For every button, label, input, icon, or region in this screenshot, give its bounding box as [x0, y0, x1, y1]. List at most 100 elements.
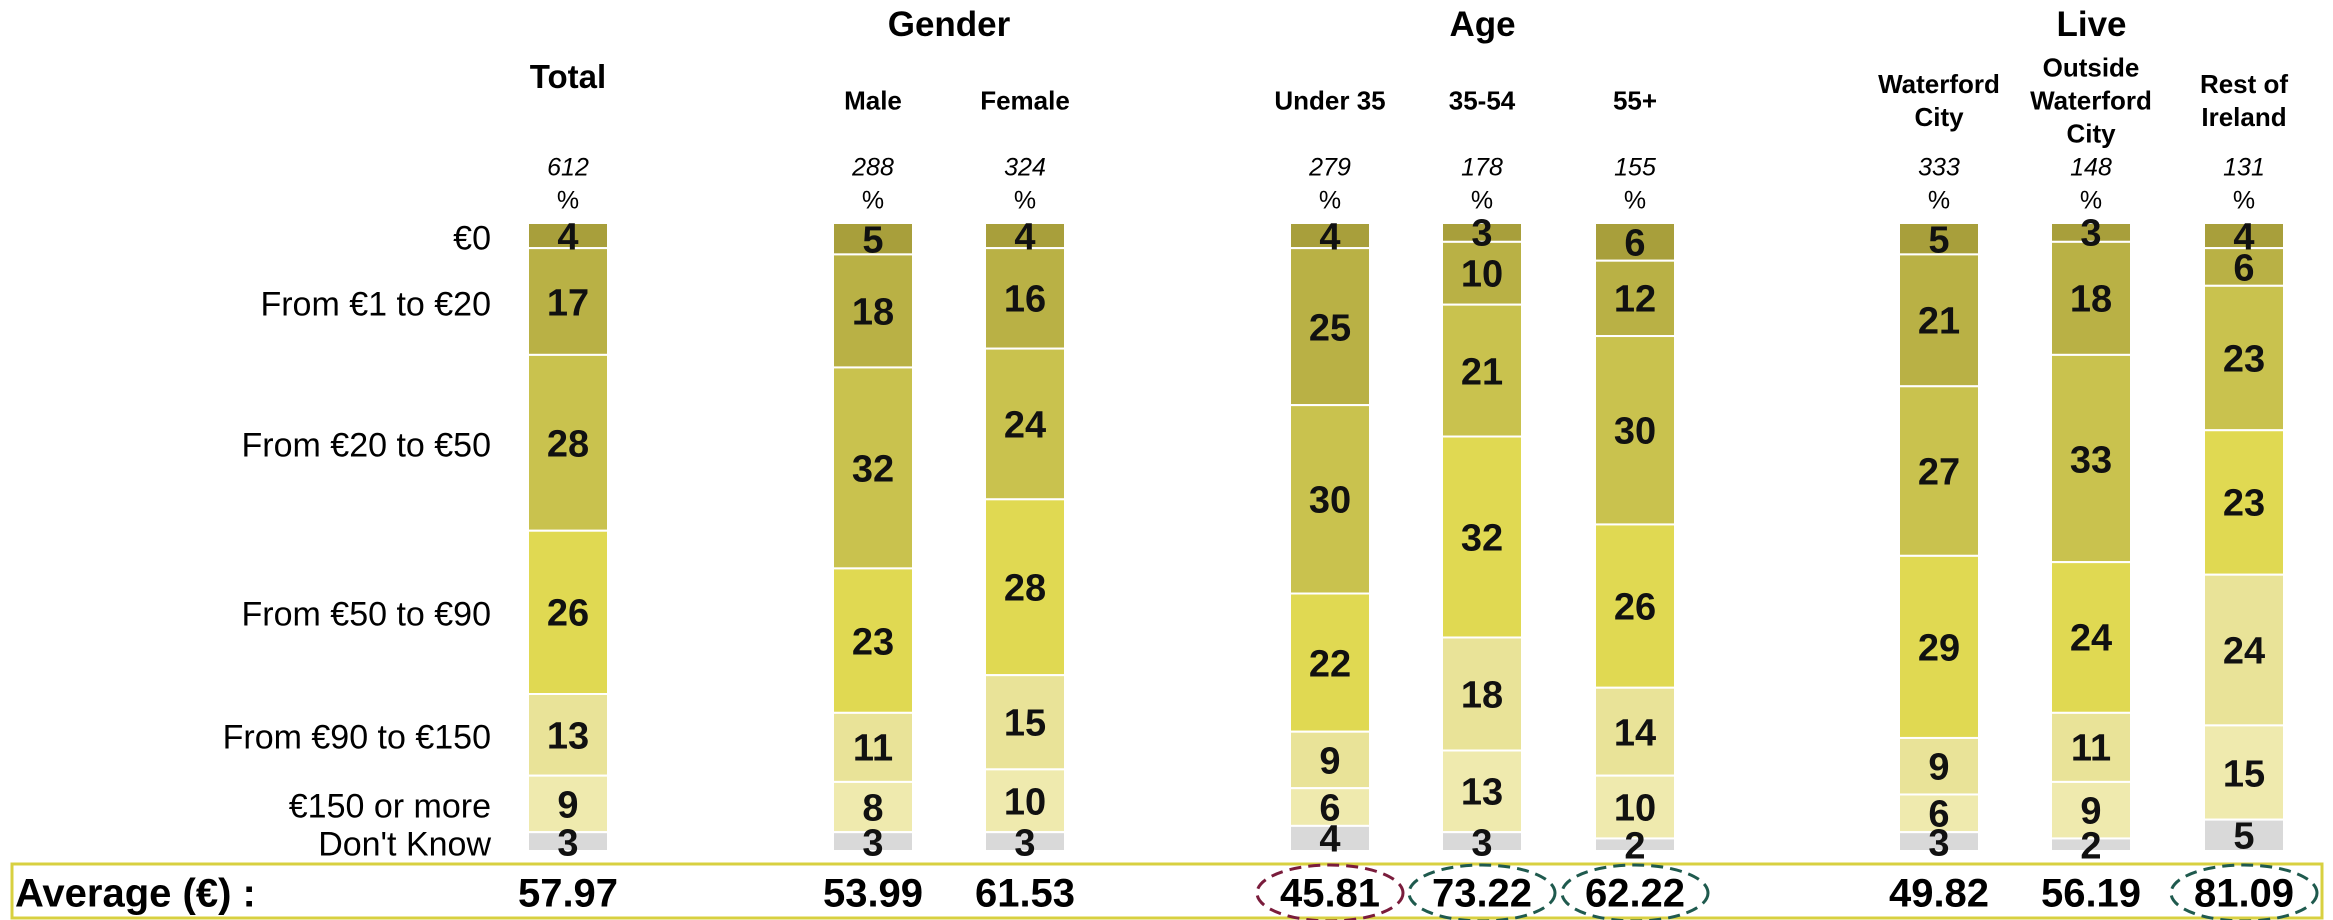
bar-segment	[1441, 240, 1523, 306]
data-label: 4	[1014, 216, 1036, 259]
data-label: 9	[1319, 740, 1341, 783]
data-label: 3	[557, 822, 579, 865]
data-label: 24	[1003, 404, 1047, 447]
data-label: 22	[1308, 643, 1352, 686]
data-label: 2	[2080, 825, 2102, 868]
bar-segment	[832, 780, 914, 834]
bar-segment	[1594, 335, 1676, 526]
average-box	[10, 862, 2324, 920]
data-label: 18	[2069, 278, 2113, 321]
bar-segment	[984, 831, 1066, 852]
highlight-circle	[1255, 863, 1405, 920]
data-label: 21	[1917, 300, 1961, 343]
data-label: 18	[851, 291, 895, 334]
data-label: 11	[852, 727, 894, 770]
data-label: 6	[2233, 247, 2255, 290]
bar-segment	[2050, 837, 2132, 853]
bar-segment	[1289, 787, 1371, 827]
bar-segment	[1289, 222, 1371, 250]
bar-segment	[1441, 831, 1523, 852]
group-title: Live	[2056, 5, 2127, 44]
bar-segment	[832, 831, 914, 852]
bar-segment	[984, 347, 1066, 501]
data-label: 4	[1319, 216, 1341, 259]
data-label: 29	[1917, 627, 1961, 670]
average-value: 57.97	[517, 871, 619, 916]
data-label: 3	[862, 822, 884, 865]
bar-segment	[1289, 247, 1371, 407]
data-label: 6	[1319, 787, 1341, 830]
data-label: 10	[1613, 787, 1657, 830]
average-label: Average (€) :	[15, 871, 256, 916]
average-value: 73.22	[1431, 871, 1533, 916]
data-label: 10	[1460, 253, 1504, 296]
group-title: Gender	[887, 5, 1011, 44]
row-label: From €1 to €20	[260, 285, 491, 323]
average-value: 49.82	[1888, 871, 1990, 916]
base-count: 155	[1614, 153, 1656, 182]
data-label: 8	[862, 787, 884, 830]
bar-segment	[1898, 831, 1980, 852]
bar-segment	[1594, 686, 1676, 777]
data-label: 13	[546, 715, 590, 758]
bar-segment	[1898, 554, 1980, 739]
column-label: Outside Waterford City	[2030, 52, 2152, 149]
data-label: 13	[1460, 771, 1504, 814]
data-label: 25	[1308, 307, 1352, 350]
unit-label: %	[1013, 186, 1037, 215]
highlight-circle	[1560, 863, 1710, 920]
bar-segment	[527, 353, 609, 532]
data-label: 23	[2222, 482, 2266, 525]
base-count: 279	[1309, 153, 1351, 182]
base-count: 131	[2223, 153, 2265, 182]
data-label: 26	[1613, 586, 1657, 629]
bar-segment	[832, 567, 914, 714]
row-label: From €50 to €90	[241, 595, 491, 634]
data-label: 4	[1319, 818, 1341, 861]
unit-label: %	[1927, 186, 1951, 215]
bar-segment	[2203, 222, 2285, 250]
bar-segment	[1898, 222, 1980, 256]
average-value: 53.99	[822, 871, 924, 916]
row-label: €150 or more	[288, 787, 491, 826]
highlight-circle	[2169, 863, 2319, 920]
data-label: 4	[2233, 216, 2255, 259]
bar-segment	[1289, 824, 1371, 853]
bar-segment	[1594, 222, 1676, 262]
data-label: 15	[1003, 702, 1047, 745]
highlight-circle	[1407, 863, 1557, 920]
average-value: 56.19	[2040, 871, 2142, 916]
data-label: 27	[1917, 451, 1961, 494]
unit-label: %	[2232, 186, 2256, 215]
data-label: 2	[1624, 825, 1646, 868]
bar-segment	[1898, 793, 1980, 834]
data-label: 30	[1613, 410, 1657, 453]
bar-segment	[984, 674, 1066, 771]
base-count: 288	[852, 153, 894, 182]
bar-segment	[984, 222, 1066, 250]
data-label: 32	[1460, 517, 1504, 560]
bar-segment	[2203, 724, 2285, 821]
data-label: 16	[1003, 278, 1047, 321]
base-count: 324	[1004, 153, 1046, 182]
unit-label: %	[2079, 186, 2103, 215]
data-label: 6	[1624, 222, 1646, 265]
data-label: 3	[2080, 212, 2102, 255]
data-label: 9	[1928, 746, 1950, 789]
column-label: 55+	[1612, 85, 1658, 116]
column-label: Rest of Ireland	[2199, 69, 2289, 132]
data-label: 3	[1928, 822, 1950, 865]
bar-segment	[2203, 247, 2285, 287]
data-label: 10	[1003, 781, 1047, 824]
row-label: Don't Know	[318, 825, 491, 864]
data-label: 4	[557, 216, 579, 259]
data-label: 15	[2222, 753, 2266, 795]
bar-segment	[1594, 837, 1676, 853]
data-label: 6	[1928, 793, 1950, 836]
bar-segment	[1289, 592, 1371, 733]
bar-segment	[832, 253, 914, 369]
unit-label: %	[1318, 186, 1342, 215]
row-label: From €20 to €50	[241, 426, 491, 465]
